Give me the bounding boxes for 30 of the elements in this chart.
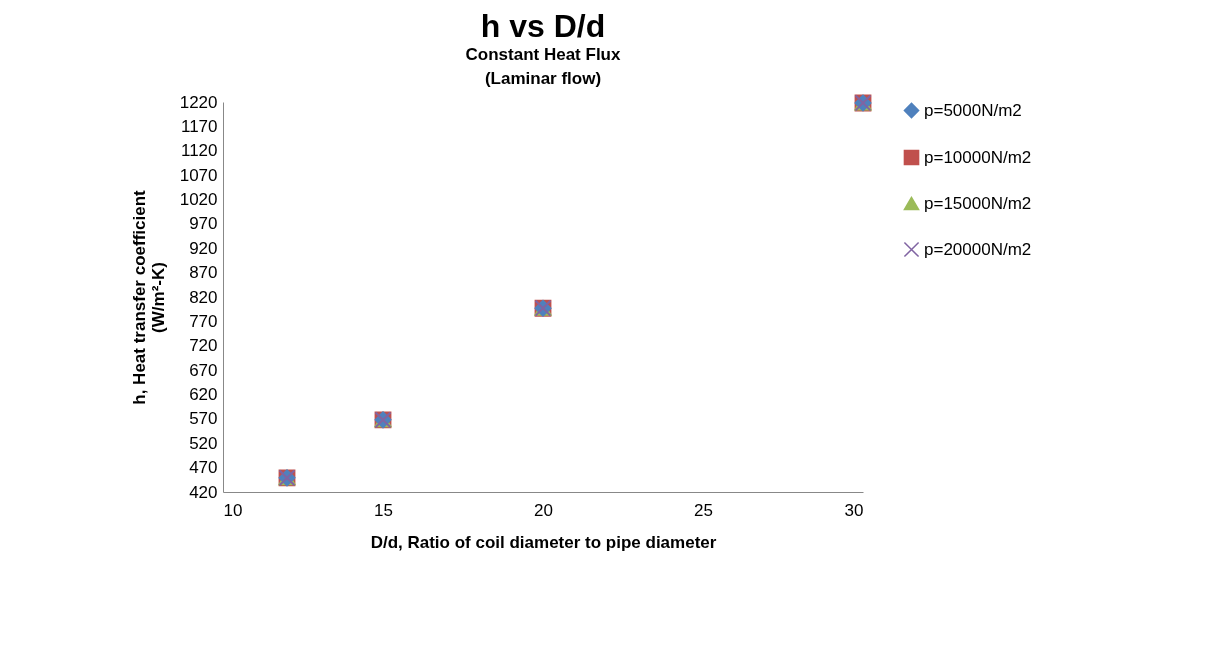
x-tick-label: 30: [844, 500, 864, 520]
x-tick-label: 25: [694, 500, 713, 520]
y-tick-label: 670: [189, 360, 218, 380]
y-tick-label: 570: [189, 409, 218, 429]
y-tick-label: 1220: [179, 92, 218, 112]
legend-label: p=5000N/m2: [924, 100, 1022, 120]
y-tick-label: 420: [189, 482, 218, 502]
x-tick-label: 15: [374, 500, 393, 520]
y-tick-label: 820: [189, 287, 218, 307]
x-tick-label: 20: [534, 500, 553, 520]
legend-label: p=10000N/m2: [924, 147, 1032, 167]
legend-label: p=20000N/m2: [924, 239, 1032, 259]
y-tick-label: 870: [189, 263, 218, 283]
x-tick-label: 10: [223, 500, 243, 520]
y-tick-label: 770: [189, 311, 218, 331]
y-tick-label: 1070: [179, 165, 218, 185]
y-tick-label: 1170: [180, 116, 218, 136]
x-axis-title: D/d, Ratio of coil diameter to pipe diameter: [370, 532, 717, 552]
y-tick-label: 970: [189, 214, 218, 234]
legend-label: p=15000N/m2: [924, 193, 1032, 213]
y-tick-label: 720: [189, 336, 218, 356]
y-tick-label: 620: [189, 385, 218, 404]
chart-subtitle: Constant Heat Flux (Laminar flow): [465, 44, 621, 88]
y-tick-label: 1020: [179, 190, 218, 209]
y-tick-label: 520: [189, 433, 218, 453]
y-tick-label: 920: [189, 238, 218, 258]
y-tick-label: 470: [189, 458, 218, 478]
y-tick-label: 1120: [180, 141, 218, 161]
chart-title: h vs D/d: [480, 7, 606, 44]
y-axis-title: h, Heat transfer coefficient (W/m²-K): [129, 189, 168, 405]
